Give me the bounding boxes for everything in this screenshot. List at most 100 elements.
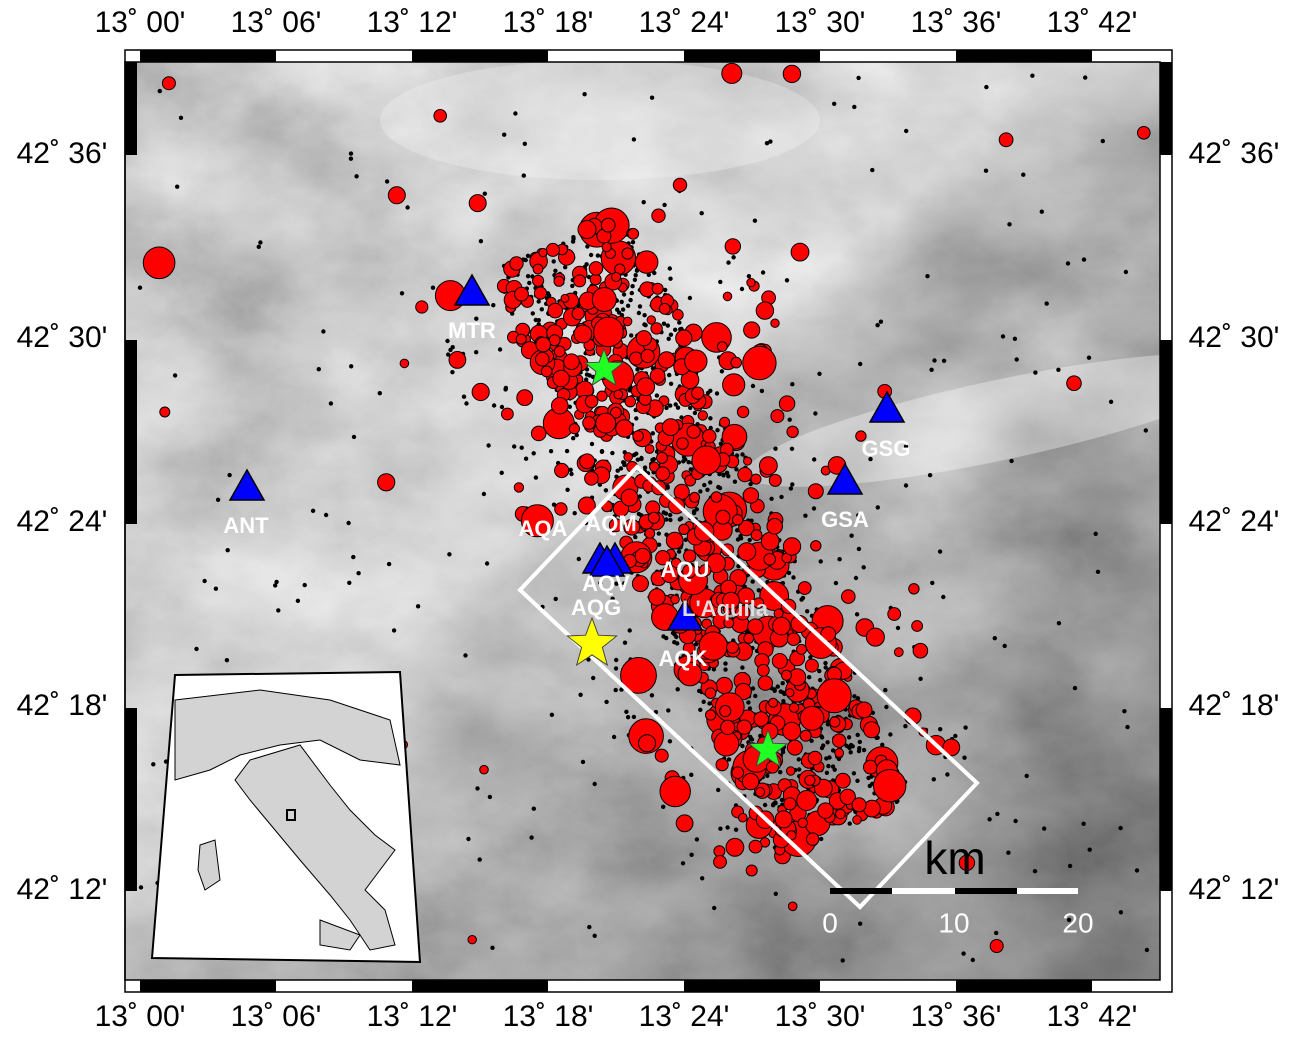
event-small (813, 411, 817, 415)
event-small (273, 583, 277, 587)
event (468, 936, 476, 944)
event-small (450, 370, 454, 374)
event-small (311, 509, 315, 513)
event (744, 633, 754, 643)
lon-label: 13˚ 42' (1047, 6, 1138, 39)
event-small (812, 457, 816, 461)
event-small (774, 892, 778, 896)
event-small (475, 786, 479, 790)
event (894, 648, 903, 657)
event (676, 815, 693, 832)
event (723, 374, 745, 396)
event (751, 474, 761, 484)
event (692, 446, 721, 475)
event-small (652, 457, 656, 461)
event-small (1122, 709, 1126, 713)
border-bar (684, 980, 820, 992)
event (746, 865, 757, 876)
event-small (689, 853, 693, 857)
event-small (578, 693, 582, 697)
event-small (858, 740, 862, 744)
map: 13˚ 00'13˚ 00'13˚ 06'13˚ 06'13˚ 12'13˚ 1… (0, 0, 1297, 1037)
lon-label: 13˚ 18' (503, 1000, 594, 1033)
event-small (676, 687, 680, 691)
event (830, 717, 840, 727)
event-small (932, 358, 936, 362)
event (601, 218, 615, 232)
event-small (173, 373, 177, 377)
lon-label: 13˚ 12' (367, 6, 458, 39)
event (787, 740, 802, 755)
event-small (818, 678, 822, 682)
event-small (139, 885, 143, 889)
event-small (590, 442, 594, 446)
event-small (797, 767, 801, 771)
event-small (529, 835, 533, 839)
event-small (225, 658, 229, 662)
event-small (925, 274, 929, 278)
event-small (664, 636, 668, 640)
event-small (464, 401, 468, 405)
event-small (669, 333, 673, 337)
event-small (662, 322, 666, 326)
event (555, 463, 569, 477)
event-small (582, 92, 586, 96)
event-small (571, 235, 575, 239)
event-small (718, 280, 722, 284)
event (775, 811, 792, 828)
city-label: L'Aquila (682, 596, 769, 621)
event-small (565, 449, 569, 453)
station-label: AQG (571, 595, 621, 620)
event-small (849, 534, 853, 538)
event (789, 703, 798, 712)
event (541, 366, 552, 377)
event (732, 767, 744, 779)
event-small (847, 735, 851, 739)
event-small (740, 744, 744, 748)
event (738, 543, 756, 561)
event-small (824, 756, 828, 760)
border-bar (412, 980, 548, 992)
event-small (571, 436, 575, 440)
event-small (812, 506, 816, 510)
event (731, 357, 742, 368)
event-small (778, 770, 782, 774)
event-small (994, 931, 998, 935)
event-small (569, 472, 573, 476)
event-small (502, 133, 506, 137)
event-small (614, 688, 618, 692)
event-small (630, 291, 634, 295)
event (660, 776, 690, 806)
event (676, 330, 692, 346)
event-small (612, 735, 616, 739)
event-small (698, 708, 702, 712)
event (658, 352, 674, 368)
event-small (385, 179, 389, 183)
event-small (768, 139, 772, 143)
event-small (984, 169, 988, 173)
event-small (785, 278, 789, 282)
event-small (581, 760, 585, 764)
event (800, 730, 811, 741)
event-small (591, 676, 595, 680)
event-small (1021, 173, 1025, 177)
event-small (1096, 570, 1100, 574)
event (592, 288, 616, 312)
event (720, 706, 731, 717)
event (783, 722, 801, 740)
event-small (483, 192, 487, 196)
event-small (700, 211, 704, 215)
event-small (1135, 868, 1139, 872)
event-small (1009, 459, 1013, 463)
event-small (751, 384, 755, 388)
event (726, 838, 744, 856)
event (698, 411, 707, 420)
event (706, 710, 716, 720)
event (632, 576, 648, 592)
event-small (622, 461, 626, 465)
event (744, 457, 752, 465)
event-small (668, 266, 672, 270)
event-small (621, 307, 625, 311)
event-small (354, 174, 358, 178)
event (721, 720, 735, 734)
